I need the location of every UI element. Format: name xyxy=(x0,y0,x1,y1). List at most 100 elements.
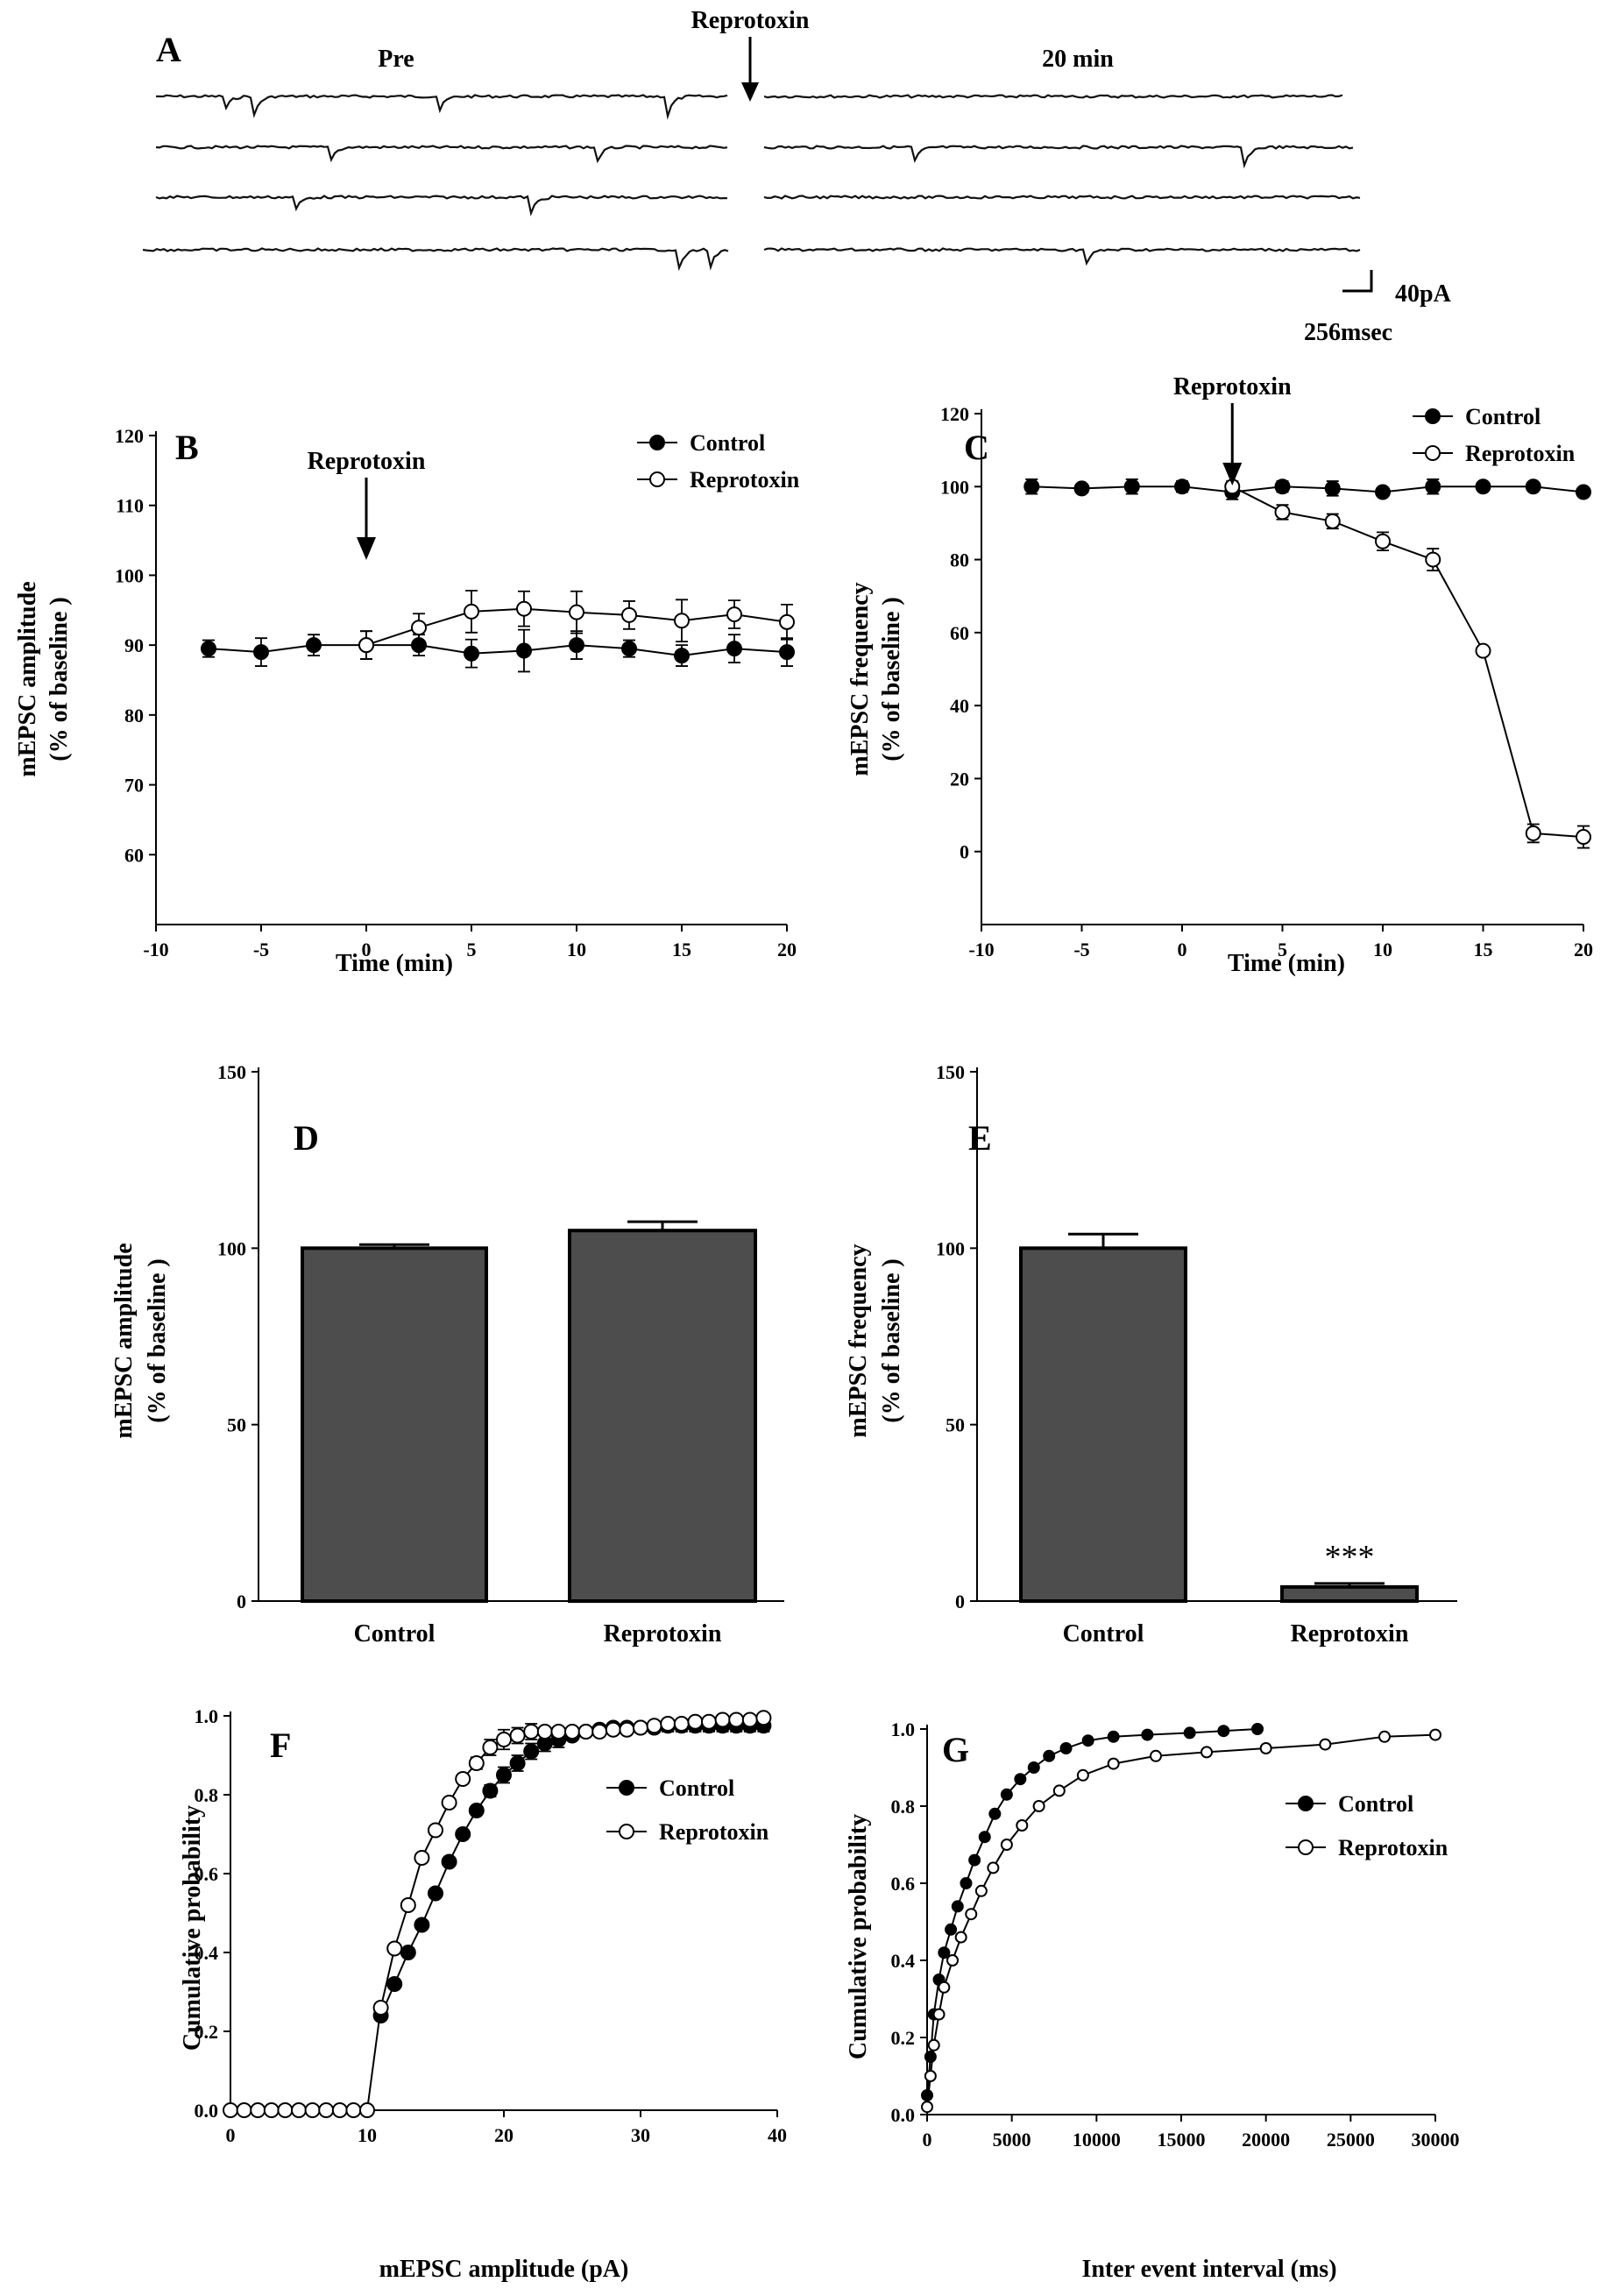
panel-g-chart: G 0.0 0.2 0.4 0.6 0.8 1.0 0 5000 10000 15000 20000… xyxy=(845,1718,1460,2283)
panel-c-y-tick-label: 0 xyxy=(960,841,969,863)
panel-f-x-tick-label: 0 xyxy=(226,2124,236,2146)
panel-e-bar xyxy=(1019,1246,1187,1604)
panel-f-x-axis-title: mEPSC amplitude (pA) xyxy=(379,2256,629,2283)
panel-g-series-2-point xyxy=(932,2008,946,2021)
panel-d-errorbar xyxy=(359,1243,429,1249)
panel-g-series-1-point xyxy=(1107,1730,1120,1743)
panel-g-series-1-point xyxy=(1014,1773,1027,1786)
panel-e-plot: 0 50 100 150 Control Reprotoxin *** xyxy=(936,1061,1457,1648)
panel-c-series-1-point xyxy=(1123,478,1140,495)
panel-f-series-1-point xyxy=(482,1782,499,1799)
panel-d-y-tick-label: 0 xyxy=(237,1591,246,1612)
panel-b-x-tick-label: -10 xyxy=(143,939,168,960)
panel-b-series-1-point xyxy=(621,641,637,657)
panel-d-y-tick-label: 100 xyxy=(217,1237,246,1259)
panel-b-series-2-point xyxy=(726,606,742,623)
panel-g-legend-point xyxy=(1298,1839,1314,1855)
panel-f-series-2-point xyxy=(263,2102,280,2118)
panel-g-y-tick-label: 0.8 xyxy=(891,1796,916,1818)
panel-f-series-1-point xyxy=(414,1917,430,1933)
panel-c-series-1-point xyxy=(1023,478,1040,495)
panel-f-series-2-point xyxy=(386,1940,403,1957)
panel-b-series-2-point xyxy=(569,604,584,620)
panel-b-series-1-point xyxy=(779,644,795,661)
panel-f-series-1-point xyxy=(496,1767,512,1783)
panel-f-series-1-point xyxy=(468,1803,485,1818)
panel-g-series-2-point xyxy=(1052,1784,1066,1797)
panel-g-series-2-point xyxy=(954,1931,967,1944)
panel-e-x-tick-label: Reprotoxin xyxy=(1291,1620,1409,1648)
panel-letter-e: E xyxy=(968,1118,992,1158)
panel-g-series-1-point xyxy=(988,1807,1002,1820)
panel-f-series-2-point xyxy=(359,2102,375,2118)
trace-pre-4 xyxy=(142,247,729,272)
panel-b-drug-annotation: Reprotoxin xyxy=(308,448,426,475)
panel-g-series-2-point xyxy=(927,2038,940,2052)
panel-g-legend-label: Reprotoxin xyxy=(1338,1835,1448,1860)
panel-e-y-axis-title-1: mEPSC frequency xyxy=(845,1244,872,1437)
panel-c-series-1-point xyxy=(1174,478,1190,495)
panel-d-y-axis-title-2: (% of baseline ) xyxy=(144,1258,171,1422)
panel-b-y-tick-label: 90 xyxy=(124,634,144,656)
panel-c-drug-annotation: Reprotoxin xyxy=(1173,373,1292,400)
panel-c-y-tick-label: 80 xyxy=(950,549,969,571)
panel-f-y-axis-title: Cumulative probability xyxy=(179,1805,206,2051)
panel-c-series-1-point xyxy=(1073,480,1090,497)
panel-c-y-tick-label: 100 xyxy=(940,476,969,498)
panel-g-plot: 0.0 0.2 0.4 0.6 0.8 1.0 0 5000 10000 15000 20000 25… xyxy=(891,1718,1460,2151)
panel-b-series-2-point xyxy=(779,613,795,630)
panel-f-series-2-point xyxy=(714,1711,731,1728)
trace-pre-3 xyxy=(155,195,728,216)
panel-g-series-2-point xyxy=(1378,1730,1391,1743)
panel-a-scale-bar: 40pA 256msec xyxy=(1304,270,1452,346)
panel-c-legend-point xyxy=(1425,445,1441,461)
panel-c-series-2-point xyxy=(1375,533,1391,549)
panel-b-series-2-point xyxy=(516,600,532,617)
panel-c-series-1-point xyxy=(1375,484,1391,500)
panel-f-series-2-point xyxy=(277,2102,294,2118)
panel-f-series-1-point xyxy=(455,1826,471,1842)
panel-f-series-2-point xyxy=(441,1795,457,1811)
panel-g-series-2-point xyxy=(987,1861,1000,1874)
panel-c-series-1-point xyxy=(1274,478,1291,495)
panel-a-drug-arrow xyxy=(741,37,759,102)
panel-g-series-1-point xyxy=(1043,1749,1056,1762)
panel-c-x-axis-title: Time (min) xyxy=(1228,950,1345,977)
trace-post-2 xyxy=(763,145,1354,169)
panel-g-series-1-point xyxy=(1059,1742,1073,1754)
panel-a-pre-label: Pre xyxy=(378,46,414,73)
panel-g-series-2-point xyxy=(924,2070,937,2082)
panel-g-x-tick-label: 0 xyxy=(923,2129,932,2151)
panel-f-x-tick-label: 20 xyxy=(494,2124,514,2146)
panel-f-series-2-point xyxy=(414,1850,430,1866)
panel-b-series-1-line xyxy=(208,644,788,657)
panel-g-series-1-line xyxy=(926,1728,1258,2096)
panel-g-series-2-point xyxy=(1000,1839,1013,1851)
panel-b-series-1-point xyxy=(674,648,690,664)
panel-f-series-2-point xyxy=(400,1897,416,1913)
panel-c-x-tick-label: 5 xyxy=(1278,939,1287,960)
panel-d-chart: D 0 50 100 150 Control Reprotoxin mEPSC ampli… xyxy=(110,1061,784,1648)
panel-f-series-2-point xyxy=(223,2102,238,2118)
panel-g-x-tick-label: 25000 xyxy=(1327,2129,1375,2151)
panel-f-series-2-point xyxy=(619,1721,635,1738)
panel-g-y-tick-label: 0.4 xyxy=(891,1950,916,1972)
panel-b-series-1-point xyxy=(464,645,479,662)
panel-c-series-2-point xyxy=(1525,825,1541,841)
panel-b-legend-point xyxy=(649,435,665,450)
panel-f-legend-label: Reprotoxin xyxy=(659,1819,769,1845)
panel-b-chart: B 60 70 80 90 100 110 120 -10 -5 0 5 10 15 20 Reprotox… xyxy=(14,425,800,977)
panel-g-series-1-point xyxy=(1141,1728,1154,1741)
panel-c-x-tick-label: -10 xyxy=(968,939,994,960)
panel-f-series-2-point xyxy=(236,2102,252,2118)
panel-letter-d: D xyxy=(294,1118,319,1158)
panel-e-chart: E 0 50 100 150 Control Reprotoxin *** mEPSC fr… xyxy=(845,1061,1457,1648)
panel-letter-f: F xyxy=(270,1726,291,1765)
panel-letter-a: A xyxy=(156,30,181,69)
panel-b-legend-label: Reprotoxin xyxy=(690,467,800,493)
panel-f-series-2-point xyxy=(550,1724,567,1740)
panel-g-series-2-point xyxy=(1201,1746,1213,1759)
panel-g-legend-point xyxy=(1298,1796,1314,1811)
panel-f-series-2-point xyxy=(564,1724,580,1740)
panel-e-errorbar xyxy=(1314,1582,1385,1587)
